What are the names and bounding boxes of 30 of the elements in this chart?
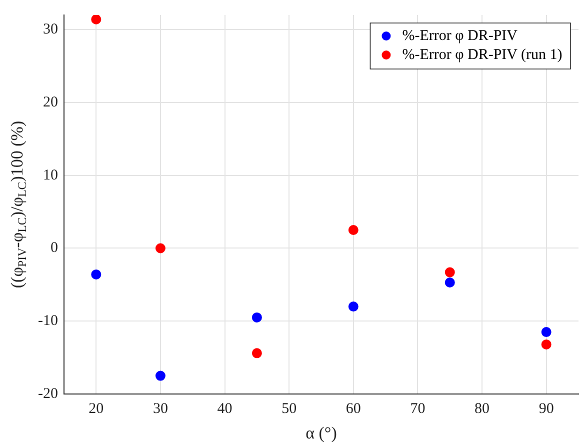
point bbox=[348, 225, 358, 236]
y-tick-label: 20 bbox=[42, 94, 58, 110]
x-tick-label: 60 bbox=[346, 400, 361, 417]
point bbox=[348, 302, 358, 312]
point bbox=[541, 327, 552, 338]
x-tick-label: 40 bbox=[217, 400, 232, 417]
x-tick-label: 50 bbox=[282, 400, 297, 417]
y-axis-title: ((φPIV-φLC)/φLC)100 (%) bbox=[7, 120, 30, 288]
point bbox=[541, 339, 552, 350]
y-tick-label: -10 bbox=[38, 313, 58, 330]
point bbox=[155, 370, 166, 381]
point bbox=[155, 243, 166, 254]
point bbox=[91, 269, 102, 280]
y-tick-label: 0 bbox=[50, 240, 58, 256]
x-axis-title: α (°) bbox=[306, 423, 337, 442]
point bbox=[444, 267, 455, 278]
y-tick-label: 10 bbox=[42, 167, 58, 184]
x-tick-label: 30 bbox=[152, 400, 168, 417]
x-tick-label: 70 bbox=[410, 400, 426, 417]
x-tick-label: 20 bbox=[88, 400, 104, 417]
point bbox=[91, 15, 102, 24]
point bbox=[252, 348, 262, 358]
x-tick-label: 90 bbox=[538, 400, 554, 417]
point bbox=[252, 312, 262, 322]
y-tick-label: -20 bbox=[38, 386, 58, 402]
legend-label: %-Error φ DR-PIV (run 1) bbox=[402, 46, 562, 63]
legend-label: %-Error φ DR-PIV bbox=[402, 28, 518, 44]
x-tick-label: 80 bbox=[474, 400, 490, 417]
point bbox=[444, 277, 455, 288]
y-tick-label: 30 bbox=[42, 22, 58, 38]
